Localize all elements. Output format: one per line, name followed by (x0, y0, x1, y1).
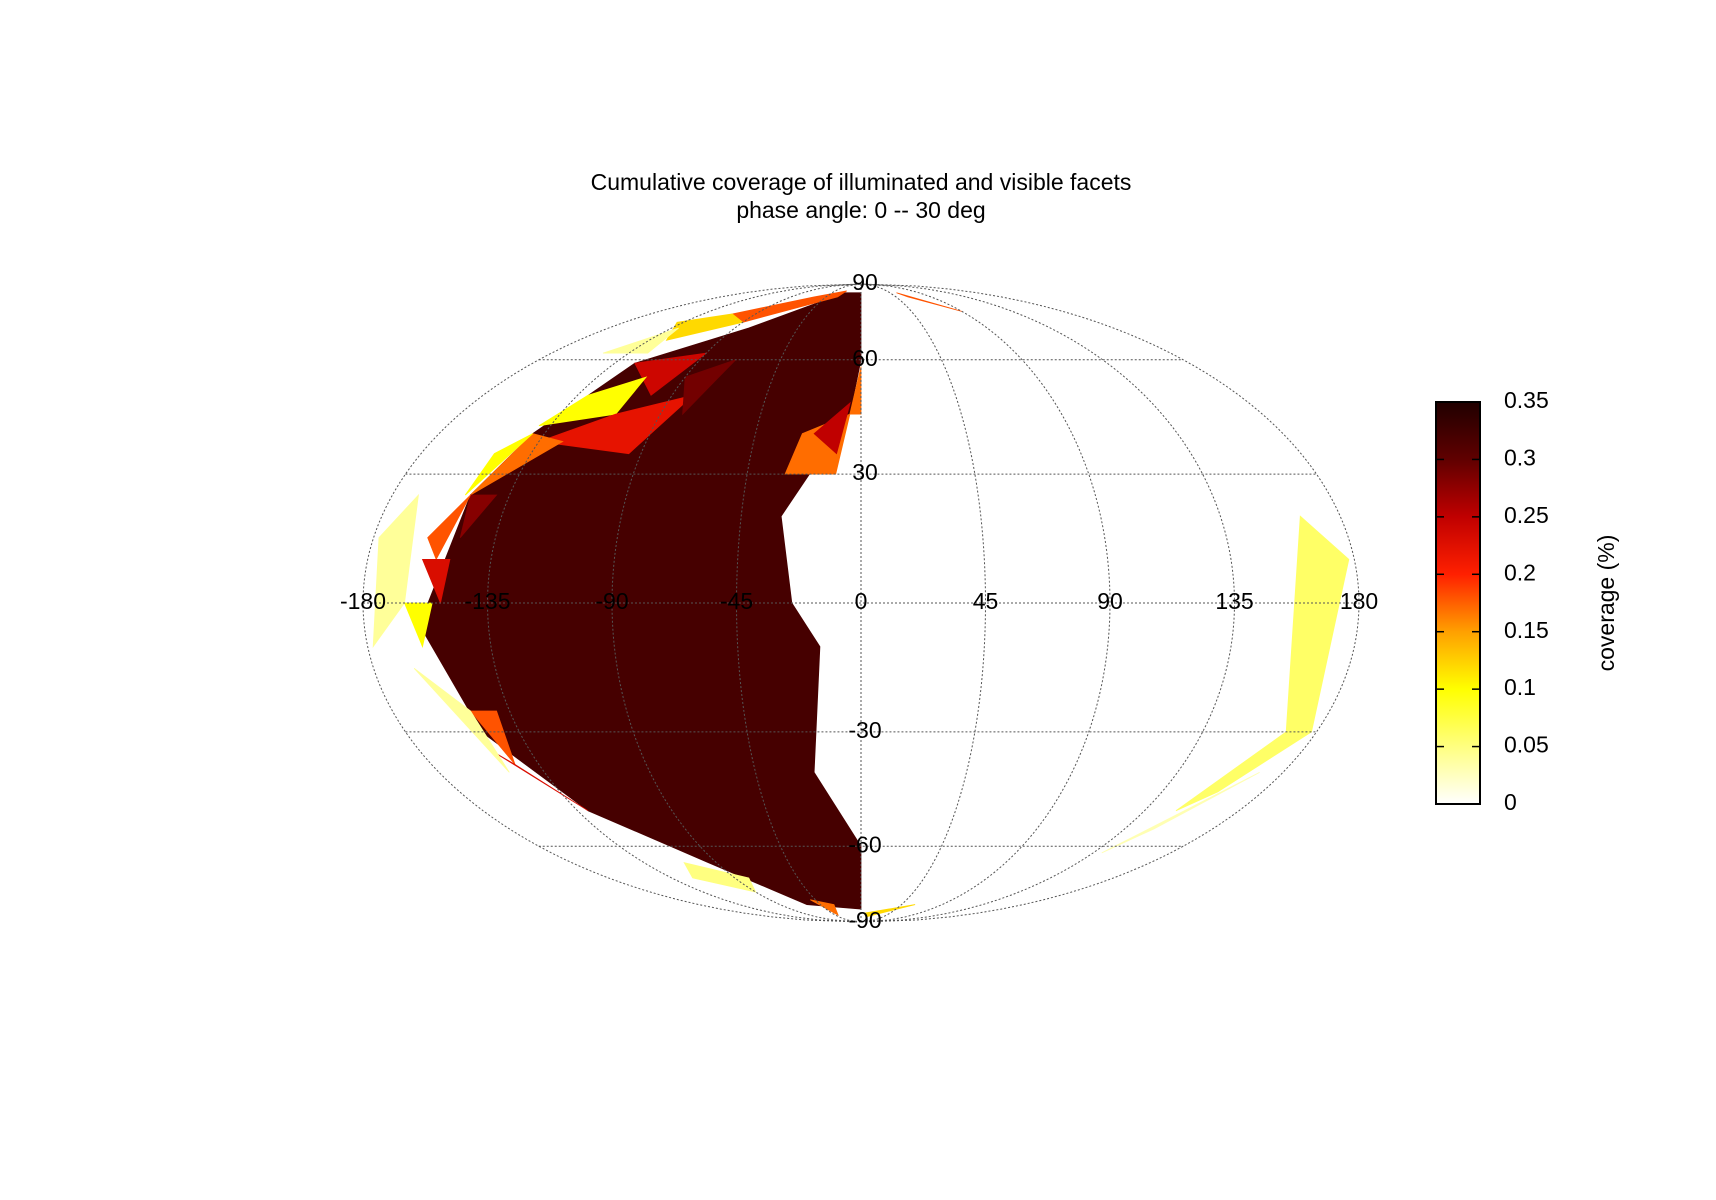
lon-tick-label: 180 (1340, 588, 1378, 614)
meridian (860, 283, 1236, 923)
chart-subtitle: phase angle: 0 -- 30 deg (736, 197, 985, 223)
facet (372, 493, 419, 648)
colorbar-tick-label: 0 (1504, 789, 1517, 815)
facet (849, 366, 862, 415)
lat-tick-label: 60 (852, 345, 878, 371)
facet (470, 433, 564, 496)
facet (469, 710, 516, 765)
facet (1101, 772, 1260, 854)
meridian (860, 283, 987, 923)
colorbar-tick-label: 0.1 (1504, 674, 1536, 700)
facet (813, 401, 851, 455)
colorbar (1435, 401, 1481, 805)
colorbar-tick-label: 0.25 (1504, 502, 1549, 528)
chart-title: Cumulative coverage of illuminated and v… (591, 169, 1132, 195)
lon-tick-label: 0 (855, 588, 868, 614)
lon-tick-label: -180 (340, 588, 386, 614)
facet (538, 394, 694, 455)
lon-tick-label: -135 (464, 588, 510, 614)
facet (421, 558, 451, 605)
facet (863, 904, 916, 918)
colorbar-tick-label: 0.15 (1504, 617, 1549, 643)
lon-tick-label: 45 (973, 588, 999, 614)
meridian (860, 283, 1111, 923)
lat-tick-label: 90 (852, 269, 878, 295)
lat-tick-label: -60 (848, 831, 881, 857)
colorbar-label: coverage (%) (1593, 535, 1619, 672)
colorbar-tick-label: 0.35 (1504, 387, 1549, 413)
lon-tick-label: -45 (720, 588, 753, 614)
lon-tick-label: 135 (1215, 588, 1253, 614)
facet (494, 752, 589, 812)
lat-tick-label: -90 (848, 907, 881, 933)
facet (427, 494, 471, 561)
facet (413, 667, 510, 773)
facet (896, 292, 962, 312)
facet (459, 494, 498, 538)
colorbar-tick-label: 0.3 (1504, 445, 1536, 471)
lat-tick-label: -30 (848, 717, 881, 743)
facet (403, 602, 433, 648)
facet (682, 359, 736, 416)
facet (1175, 515, 1350, 812)
colorbar-tick-label: 0.2 (1504, 559, 1536, 585)
lon-tick-label: -90 (595, 588, 628, 614)
lat-tick-label: 30 (852, 459, 878, 485)
colorbar-tick-label: 0.05 (1504, 732, 1549, 758)
facet (602, 327, 679, 354)
facet (683, 862, 757, 893)
facet (464, 433, 534, 496)
lon-tick-label: 90 (1097, 588, 1123, 614)
